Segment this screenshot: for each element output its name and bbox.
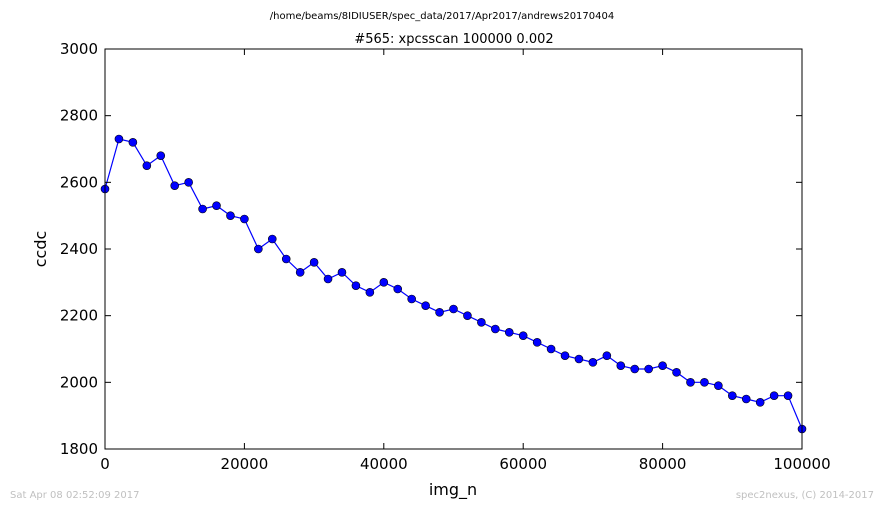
data-point — [672, 368, 681, 377]
data-point — [574, 354, 584, 364]
data-point — [142, 161, 152, 170]
data-point — [727, 391, 737, 400]
data-point — [504, 328, 514, 337]
y-tick-label: 2200 — [60, 307, 98, 325]
data-point — [170, 181, 179, 190]
data-point — [184, 178, 193, 187]
chart-title: #565: xpcsscan 100000 0.002 — [354, 32, 553, 47]
data-point — [546, 344, 556, 354]
data-point — [700, 378, 709, 387]
data-point — [783, 391, 793, 400]
footer-credit: spec2nexus, (C) 2014-2017 — [736, 490, 874, 501]
data-point — [393, 284, 403, 294]
y-tick-label: 2800 — [60, 107, 98, 125]
data-point — [588, 358, 598, 367]
x-tick-label: 20000 — [221, 455, 269, 473]
data-point — [309, 258, 319, 267]
data-point — [644, 364, 653, 374]
data-point — [407, 294, 416, 304]
data-point — [226, 211, 235, 220]
y-tick-label: 2600 — [60, 173, 98, 191]
data-point — [435, 308, 444, 317]
data-point — [616, 361, 626, 370]
data-point — [379, 278, 389, 287]
data-point — [156, 151, 166, 160]
data-point — [686, 378, 695, 387]
y-axis: 1800 2000 2200 2400 2600 2800 3000 — [60, 40, 802, 458]
data-point — [602, 351, 612, 360]
series-line — [104, 138, 803, 430]
x-tick-label: 80000 — [639, 455, 687, 473]
data-point — [365, 288, 375, 297]
data-point — [254, 244, 263, 254]
data-point — [267, 234, 277, 244]
suptitle-path: /home/beams/8IDIUSER/spec_data/2017/Apr2… — [270, 11, 614, 22]
data-point — [769, 391, 779, 400]
x-tick-label: 0 — [100, 455, 110, 473]
x-tick-label: 40000 — [360, 455, 408, 473]
data-point — [532, 338, 542, 347]
data-point — [463, 311, 472, 320]
data-point — [323, 274, 333, 284]
data-point — [198, 204, 207, 214]
data-point — [337, 268, 347, 277]
x-tick-label: 100000 — [773, 455, 830, 473]
y-tick-label: 2400 — [60, 240, 98, 258]
y-tick-label: 3000 — [60, 40, 98, 58]
data-point — [421, 301, 430, 310]
plot-series — [100, 134, 807, 434]
data-point — [518, 331, 528, 340]
data-point — [477, 318, 486, 327]
data-point — [128, 138, 138, 147]
x-tick-label: 60000 — [499, 455, 547, 473]
data-point — [449, 304, 458, 314]
data-point — [755, 398, 765, 407]
data-point — [714, 381, 723, 390]
data-point — [491, 324, 500, 334]
data-point — [295, 268, 305, 277]
data-point — [240, 214, 249, 224]
data-point — [630, 364, 640, 374]
data-point — [560, 351, 570, 360]
footer-timestamp: Sat Apr 08 02:52:09 2017 — [10, 490, 140, 501]
y-tick-label: 1800 — [60, 440, 98, 458]
data-point — [281, 254, 291, 264]
plot-frame — [104, 48, 803, 450]
data-point — [741, 394, 751, 404]
data-point — [351, 281, 361, 290]
data-point — [658, 361, 667, 370]
data-point — [114, 134, 124, 144]
y-tick-label: 2000 — [60, 373, 98, 391]
data-point — [212, 201, 221, 210]
x-axis: 0 20000 40000 60000 80000 100000 — [100, 49, 831, 473]
x-axis-label: img_n — [429, 480, 477, 500]
y-axis-label: ccdc — [31, 231, 50, 268]
